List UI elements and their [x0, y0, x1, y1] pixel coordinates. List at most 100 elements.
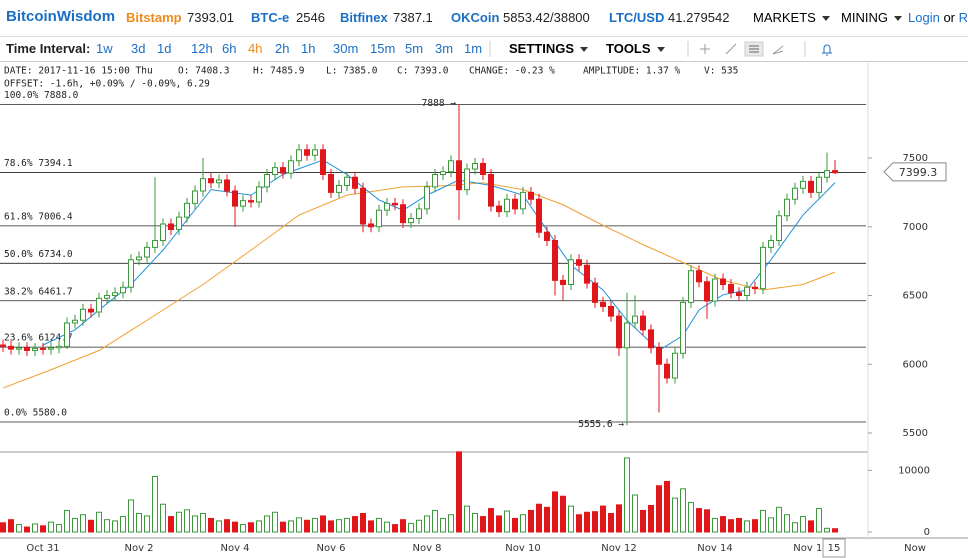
- candle-body: [648, 329, 654, 349]
- interval[interactable]: 12h: [191, 41, 213, 56]
- menu-label[interactable]: MARKETS: [753, 10, 816, 25]
- draw-tools[interactable]: [700, 41, 832, 57]
- volume-bar: [720, 516, 726, 533]
- interval[interactable]: 30m: [333, 41, 359, 56]
- volume-tick-label: 10000: [898, 465, 930, 476]
- candle-body: [792, 187, 798, 200]
- candle-body: [376, 209, 382, 228]
- candle-body: [248, 200, 254, 203]
- y-tick-label: 5500: [903, 428, 928, 439]
- candle-body: [704, 281, 710, 302]
- candle-body: [736, 292, 742, 296]
- price-annotation: 7888 →: [422, 98, 457, 109]
- interval[interactable]: 3m: [435, 41, 454, 56]
- candle-body: [744, 286, 750, 296]
- ticker-name[interactable]: BTC-e: [251, 10, 290, 25]
- candle-body: [288, 160, 294, 174]
- interval[interactable]: 1d: [157, 41, 172, 56]
- tools-label[interactable]: TOOLS: [606, 41, 651, 56]
- candle-body: [424, 186, 430, 210]
- interval[interactable]: 2h: [275, 41, 290, 56]
- volume-bar: [432, 509, 438, 533]
- volume-bar: [96, 511, 102, 533]
- alert-icon[interactable]: [822, 44, 832, 56]
- menu[interactable]: MINING: [841, 10, 902, 25]
- fib-label: 78.6% 7394.1: [4, 158, 73, 169]
- candle-body: [40, 347, 46, 350]
- volume-bar: [328, 520, 334, 533]
- candle-body: [680, 301, 686, 354]
- candle-body: [168, 223, 174, 230]
- candle-body: [408, 218, 414, 224]
- ticker-name[interactable]: Bitfinex: [340, 10, 388, 25]
- or: or: [943, 10, 955, 25]
- candle-body: [232, 190, 238, 207]
- ticker-price: 7387.1: [393, 10, 433, 25]
- volume-bar: [152, 476, 158, 533]
- volume-bar: [24, 526, 30, 533]
- crosshair-icon[interactable]: [700, 44, 710, 54]
- candle-body: [16, 347, 22, 350]
- tools[interactable]: TOOLS: [606, 41, 665, 56]
- menu-label[interactable]: MINING: [841, 10, 888, 25]
- candle-body: [96, 297, 102, 313]
- ticker-name[interactable]: OKCoin: [451, 10, 500, 25]
- candle-body: [216, 179, 222, 184]
- moving-average: [42, 159, 836, 352]
- login[interactable]: Login: [908, 10, 940, 25]
- candle-body: [120, 286, 126, 294]
- ticker-name[interactable]: LTC/USD: [609, 10, 665, 25]
- volume-bar: [360, 513, 366, 533]
- candle-body: [264, 174, 270, 188]
- register[interactable]: Re: [958, 10, 968, 25]
- interval[interactable]: 3d: [131, 41, 146, 56]
- info-item: CHANGE: -0.23 %: [469, 66, 555, 77]
- fib-icon[interactable]: [772, 45, 784, 55]
- y-tick-label: 6500: [903, 291, 928, 302]
- volume-bar: [88, 519, 94, 533]
- info-item: C: 7393.0: [397, 66, 449, 77]
- candle-body: [8, 345, 14, 350]
- candle-body: [160, 223, 166, 241]
- candle-body: [112, 292, 118, 296]
- info-item: AMPLITUDE: 1.37 %: [583, 66, 681, 77]
- volume-bar: [696, 508, 702, 533]
- menu[interactable]: MARKETS: [753, 10, 830, 25]
- candle-body: [544, 231, 550, 241]
- candle-body: [240, 200, 246, 207]
- hlines-icon[interactable]: [749, 45, 759, 53]
- ticker-name[interactable]: Bitstamp: [126, 10, 182, 25]
- y-tick-label: 7000: [903, 222, 928, 233]
- tool-icons: [489, 41, 832, 57]
- interval[interactable]: 5m: [405, 41, 424, 56]
- interval[interactable]: 15m: [370, 41, 396, 56]
- candle-body: [728, 284, 734, 294]
- candle-body: [320, 149, 326, 175]
- volume-bar: [656, 485, 662, 533]
- candle-body: [208, 178, 214, 184]
- settings-label[interactable]: SETTINGS: [509, 41, 575, 56]
- candle-body: [672, 352, 678, 379]
- interval[interactable]: 4h: [248, 41, 263, 56]
- candle-body: [24, 347, 30, 351]
- volume-bar: [264, 515, 270, 533]
- interval[interactable]: 1m: [464, 41, 483, 56]
- interval[interactable]: 1h: [301, 41, 316, 56]
- volume-bar: [808, 520, 814, 533]
- candle-body: [64, 322, 70, 347]
- interval[interactable]: 6h: [222, 41, 237, 56]
- line-icon[interactable]: [725, 43, 737, 55]
- settings[interactable]: SETTINGS: [509, 41, 589, 56]
- candle-body: [480, 163, 486, 175]
- volume-bar: [496, 515, 502, 533]
- header: BitcoinWisdom Bitstamp 7393.01 BTC-e 2546 Bi…: [0, 0, 968, 37]
- logo[interactable]: BitcoinWisdom: [6, 8, 116, 25]
- candle-body: [336, 185, 342, 193]
- volume-bar: [104, 519, 110, 533]
- volume-bar: [208, 517, 214, 533]
- candle-body: [512, 198, 518, 210]
- candle-body: [688, 270, 694, 303]
- candle-body: [608, 306, 614, 317]
- interval[interactable]: 1w: [96, 41, 113, 56]
- candle-body: [152, 240, 158, 248]
